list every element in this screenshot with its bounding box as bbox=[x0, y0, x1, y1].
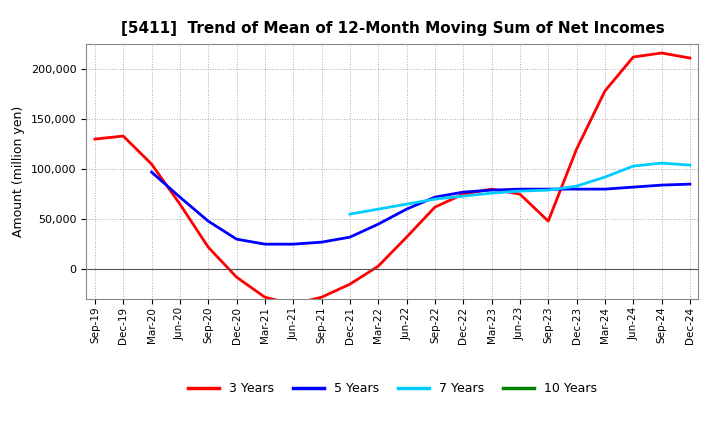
Y-axis label: Amount (million yen): Amount (million yen) bbox=[12, 106, 25, 237]
Legend: 3 Years, 5 Years, 7 Years, 10 Years: 3 Years, 5 Years, 7 Years, 10 Years bbox=[183, 377, 602, 400]
Title: [5411]  Trend of Mean of 12-Month Moving Sum of Net Incomes: [5411] Trend of Mean of 12-Month Moving … bbox=[120, 21, 665, 36]
